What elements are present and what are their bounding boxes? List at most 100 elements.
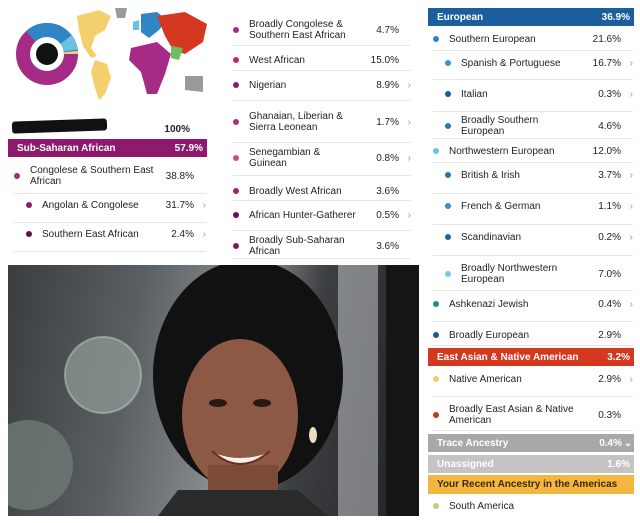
population-label: Angolan & Congolese	[42, 199, 139, 211]
population-color-dot	[433, 412, 439, 418]
population-color-dot	[445, 123, 451, 129]
population-color-dot	[233, 119, 239, 125]
population-color-dot	[445, 203, 451, 209]
european-band[interactable]: European 36.9%	[428, 8, 634, 26]
population-color-dot	[445, 172, 451, 178]
recent-ancestry-band[interactable]: Your Recent Ancestry in the Americas	[428, 475, 634, 494]
population-label: Southern European	[449, 33, 536, 45]
population-percent: 1.7%	[376, 116, 399, 128]
population-color-dot	[233, 27, 239, 33]
ancestry-row[interactable]: British & Irish 3.7% ›	[445, 167, 633, 183]
row-divider	[233, 258, 411, 259]
population-color-dot	[233, 243, 239, 249]
chevron-right-icon: ›	[629, 200, 633, 212]
population-label: Scandinavian	[461, 231, 522, 243]
population-percent: 0.3%	[598, 409, 621, 421]
chevron-right-icon: ›	[407, 209, 411, 221]
ancestry-row[interactable]: Spanish & Portuguese 16.7% ›	[445, 55, 633, 71]
population-label: Broadly Southern European	[461, 115, 539, 137]
population-color-dot	[26, 231, 32, 237]
ancestry-row[interactable]: Native American 2.9% ›	[433, 371, 633, 387]
ancestry-row: Broadly European 2.9%	[433, 327, 633, 343]
population-percent: 0.2%	[598, 231, 621, 243]
ancestry-row[interactable]: Ghanaian, Liberian & Sierra Leonean 1.7% ›	[233, 110, 411, 134]
ancestry-row[interactable]: French & German 1.1% ›	[445, 198, 633, 214]
ancestry-row[interactable]: Southern East African 2.4% ›	[26, 226, 206, 242]
ancestry-row: Broadly Southern European 4.6%	[445, 115, 633, 137]
trace-ancestry-label: Trace Ancestry	[437, 437, 509, 449]
population-label: French & German	[461, 200, 541, 212]
ancestry-map-card	[7, 2, 208, 110]
population-color-dot	[433, 376, 439, 382]
population-percent: 3.7%	[598, 169, 621, 181]
chevron-right-icon: ›	[629, 57, 633, 69]
population-percent: 16.7%	[592, 57, 621, 69]
row-divider	[433, 396, 633, 397]
population-label: British & Irish	[461, 169, 520, 181]
chevron-right-icon: ›	[407, 116, 411, 128]
chevron-right-icon: ›	[407, 79, 411, 91]
ancestry-row[interactable]: Angolan & Congolese 31.7% ›	[26, 197, 206, 213]
portrait-photo	[8, 265, 419, 516]
population-percent: 4.6%	[598, 120, 621, 132]
population-color-dot	[233, 82, 239, 88]
row-divider	[14, 193, 206, 194]
population-color-dot	[433, 36, 439, 42]
population-percent: 0.3%	[598, 88, 621, 100]
population-label: African Hunter-Gatherer	[249, 209, 356, 221]
row-divider	[233, 142, 411, 143]
ancestry-row[interactable]: Italian 0.3% ›	[445, 86, 633, 102]
sub-saharan-label: Sub-Saharan African	[17, 142, 116, 154]
ancestry-row: Northwestern European 12.0%	[433, 143, 633, 159]
population-color-dot	[233, 155, 239, 161]
ancestry-row: Broadly West African 3.6%	[233, 183, 411, 199]
trace-ancestry-pct: 0.4%	[599, 437, 622, 449]
ancestry-row[interactable]: Scandinavian 0.2% ›	[445, 229, 633, 245]
population-label: Ashkenazi Jewish	[449, 298, 529, 310]
unassigned-band: Unassigned 1.6%	[428, 455, 634, 473]
population-percent: 12.0%	[592, 145, 621, 157]
population-percent: 0.4%	[598, 298, 621, 310]
population-color-dot	[445, 91, 451, 97]
population-label: Broadly Northwestern European	[461, 263, 558, 285]
population-label: Southern East African	[42, 228, 139, 240]
east-asian-band[interactable]: East Asian & Native American 3.2%	[428, 348, 634, 366]
population-color-dot	[233, 188, 239, 194]
chevron-right-icon: ›	[629, 373, 633, 385]
population-label: Broadly West African	[249, 185, 342, 197]
population-color-dot	[433, 301, 439, 307]
east-asian-label: East Asian & Native American	[437, 351, 579, 363]
trace-ancestry-band[interactable]: Trace Ancestry 0.4% ⌄	[428, 434, 634, 452]
ancestry-row: Broadly East Asian & Native American 0.3%	[433, 403, 633, 427]
population-color-dot	[433, 332, 439, 338]
unassigned-label: Unassigned	[437, 458, 494, 470]
population-label: South America	[449, 500, 515, 512]
east-asian-pct: 3.2%	[607, 351, 630, 363]
population-color-dot	[445, 234, 451, 240]
ancestry-row: Broadly Northwestern European 7.0%	[445, 262, 633, 286]
redacted-name-bar	[11, 118, 108, 134]
ancestry-row: Southern European 21.6%	[433, 31, 633, 47]
chevron-right-icon: ›	[629, 169, 633, 181]
ancestry-row[interactable]: Nigerian 8.9% ›	[233, 77, 411, 93]
row-divider	[433, 50, 633, 51]
population-label: Broadly Sub-Saharan African	[249, 235, 345, 257]
ancestry-row[interactable]: Ashkenazi Jewish 0.4% ›	[433, 296, 633, 312]
ancestry-row[interactable]: Senegambian & Guinean 0.8% ›	[233, 147, 411, 169]
unassigned-pct: 1.6%	[607, 458, 630, 470]
ancestry-row[interactable]: African Hunter-Gatherer 0.5% ›	[233, 207, 411, 223]
row-divider	[433, 345, 633, 346]
population-percent: 0.8%	[376, 152, 399, 164]
population-label: Nigerian	[249, 79, 287, 91]
sub-saharan-band[interactable]: Sub-Saharan African 57.9%	[8, 139, 207, 157]
row-divider	[433, 290, 633, 291]
row-divider	[433, 321, 633, 322]
population-percent: 21.6%	[592, 33, 621, 45]
population-percent: 38.8%	[165, 170, 194, 182]
row-divider	[233, 45, 411, 46]
european-label: European	[437, 11, 484, 23]
row-divider	[233, 200, 411, 201]
population-percent: 3.6%	[376, 240, 399, 252]
population-color-dot	[433, 148, 439, 154]
population-percent: 4.7%	[376, 24, 399, 36]
